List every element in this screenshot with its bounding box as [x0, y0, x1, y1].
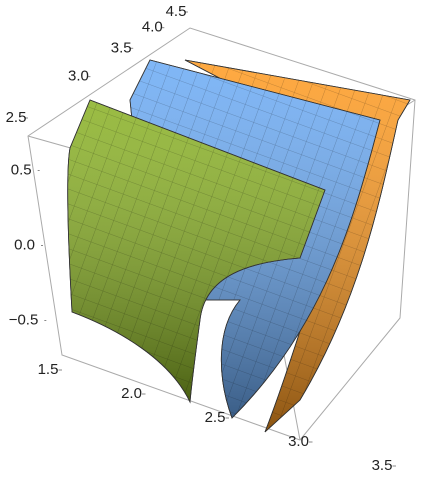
tick-label: 3.0: [288, 433, 309, 450]
tick-label: 3.0: [68, 68, 89, 85]
surfaces: [67, 59, 411, 433]
tick-label: 4.0: [142, 19, 163, 36]
tick-label: 3.5: [111, 39, 132, 56]
tick-label: 1.5: [38, 361, 59, 378]
axes: 1.5 2.0 2.5 3.0 3.5 2.5 3.0 3.5 4.04.5 −0.5 0.0 0.5: [6, 3, 396, 474]
tick-label: 2.5: [6, 109, 27, 126]
tick-label: 2.5: [205, 409, 226, 426]
tick-label: 2.0: [121, 385, 142, 402]
surface-mesh: [67, 99, 326, 404]
tick-label: −0.5: [9, 311, 39, 328]
tick-label: 0.0: [14, 236, 35, 253]
tick-label: 0.5: [11, 161, 32, 178]
tick-label: 4.5: [166, 3, 187, 20]
tick-label: 3.5: [372, 457, 393, 474]
